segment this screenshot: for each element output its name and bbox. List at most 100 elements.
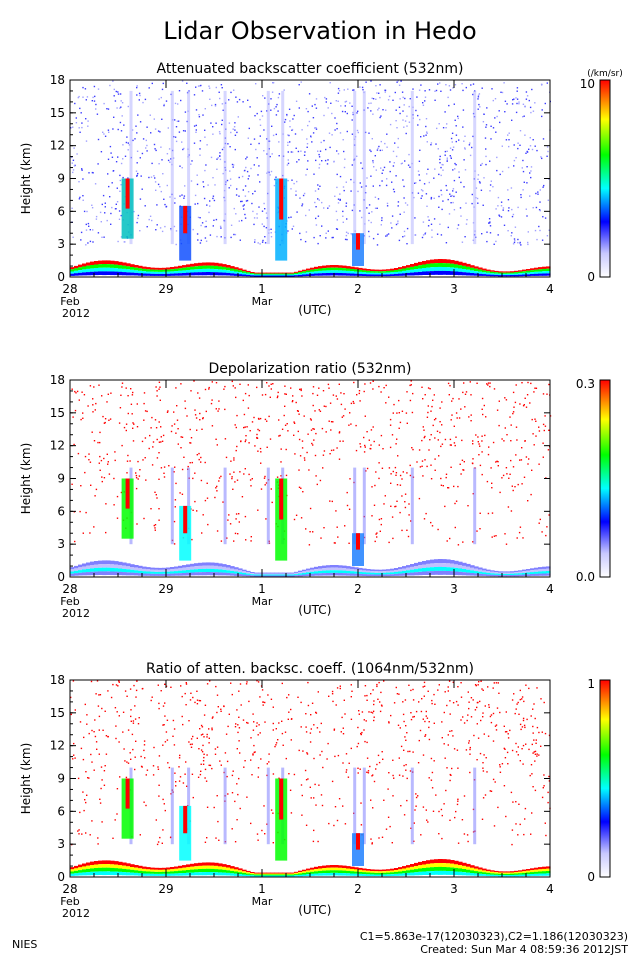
data-speckle xyxy=(98,462,100,464)
data-speckle xyxy=(253,138,256,140)
data-boundary-layer xyxy=(450,271,455,275)
data-speckle xyxy=(515,742,517,745)
data-speckle xyxy=(236,479,239,481)
data-boundary-layer xyxy=(490,270,495,272)
data-speckle xyxy=(82,532,84,534)
data-speckle xyxy=(364,695,366,697)
data-speckle xyxy=(509,729,511,732)
data-speckle xyxy=(119,174,121,177)
data-boundary-layer xyxy=(166,871,171,874)
data-speckle xyxy=(522,103,525,105)
data-boundary-layer xyxy=(206,868,211,872)
data-speckle xyxy=(89,229,91,231)
data-boundary-layer xyxy=(310,273,315,276)
data-speckle xyxy=(521,447,523,449)
data-boundary-layer xyxy=(450,571,455,575)
data-speckle xyxy=(359,86,361,88)
data-speckle xyxy=(529,106,532,109)
data-speckle xyxy=(452,190,454,192)
data-boundary-layer xyxy=(386,869,391,871)
data-speckle xyxy=(182,782,185,784)
data-speckle xyxy=(143,402,145,405)
data-speckle xyxy=(507,210,510,212)
data-speckle xyxy=(437,83,439,85)
data-boundary-layer xyxy=(278,573,283,575)
data-speckle xyxy=(245,435,247,437)
data-boundary-layer xyxy=(474,566,479,569)
data-boundary-layer xyxy=(70,871,75,874)
data-boundary-layer xyxy=(498,273,503,276)
y-axis-label: Height (km) xyxy=(19,743,33,814)
data-speckle xyxy=(264,721,266,723)
data-speckle xyxy=(516,102,518,105)
data-speckle xyxy=(543,429,545,432)
data-boundary-layer xyxy=(106,264,111,268)
data-speckle xyxy=(409,98,411,100)
data-speckle xyxy=(495,208,497,210)
data-speckle xyxy=(447,226,449,229)
data-speckle xyxy=(426,819,428,821)
data-speckle xyxy=(397,724,400,726)
data-boundary-layer xyxy=(142,873,147,876)
data-speckle xyxy=(512,391,515,394)
data-boundary-layer xyxy=(122,862,127,866)
data-boundary-layer xyxy=(170,273,175,276)
data-speckle xyxy=(79,811,81,814)
data-speckle xyxy=(523,181,525,183)
data-speckle xyxy=(378,681,380,684)
data-speckle xyxy=(282,744,284,746)
data-speckle xyxy=(462,716,464,718)
data-speckle xyxy=(104,765,106,767)
y-tick-label: 9 xyxy=(57,772,65,786)
data-speckle xyxy=(350,718,353,720)
data-speckle xyxy=(292,118,294,120)
data-boundary-layer xyxy=(238,574,243,576)
data-speckle xyxy=(244,213,246,216)
data-boundary-layer xyxy=(198,565,203,569)
data-speckle xyxy=(305,108,308,110)
data-speckle xyxy=(347,232,349,235)
data-speckle xyxy=(477,174,480,176)
data-speckle xyxy=(454,526,456,529)
data-speckle xyxy=(441,163,443,166)
data-boundary-layer xyxy=(486,274,491,277)
colorbar xyxy=(599,79,611,278)
data-boundary-layer xyxy=(522,874,527,877)
data-speckle xyxy=(450,156,452,158)
data-speckle xyxy=(486,383,488,385)
data-speckle xyxy=(403,749,405,751)
data-speckle xyxy=(409,474,412,477)
data-boundary-layer xyxy=(430,263,435,268)
data-boundary-layer xyxy=(106,267,111,272)
data-speckle xyxy=(498,110,500,112)
data-speckle xyxy=(473,734,475,737)
data-boundary-layer xyxy=(518,270,523,272)
data-speckle xyxy=(226,760,229,763)
data-speckle xyxy=(393,403,395,406)
data-boundary-layer xyxy=(234,567,239,570)
data-boundary-layer xyxy=(250,875,255,877)
data-speckle xyxy=(286,114,288,117)
data-speckle xyxy=(376,532,378,534)
data-speckle xyxy=(350,190,352,192)
data-boundary-layer xyxy=(374,869,379,872)
data-speckle xyxy=(253,721,255,723)
data-boundary-layer xyxy=(330,870,335,873)
data-speckle xyxy=(518,103,520,105)
data-speckle xyxy=(376,92,378,94)
data-boundary-layer xyxy=(158,273,163,276)
data-speckle xyxy=(536,753,538,755)
data-speckle xyxy=(200,770,202,772)
data-speckle xyxy=(73,165,76,167)
x-tick-label: 2 xyxy=(354,582,362,596)
data-speckle xyxy=(341,416,343,418)
data-boundary-layer xyxy=(206,862,211,866)
data-speckle xyxy=(464,169,467,171)
data-speckle xyxy=(508,207,510,209)
data-speckle xyxy=(94,95,96,98)
data-speckle xyxy=(296,180,298,183)
data-speckle xyxy=(244,392,247,395)
data-speckle xyxy=(385,109,387,111)
data-boundary-layer xyxy=(234,267,239,270)
data-speckle xyxy=(208,211,210,214)
